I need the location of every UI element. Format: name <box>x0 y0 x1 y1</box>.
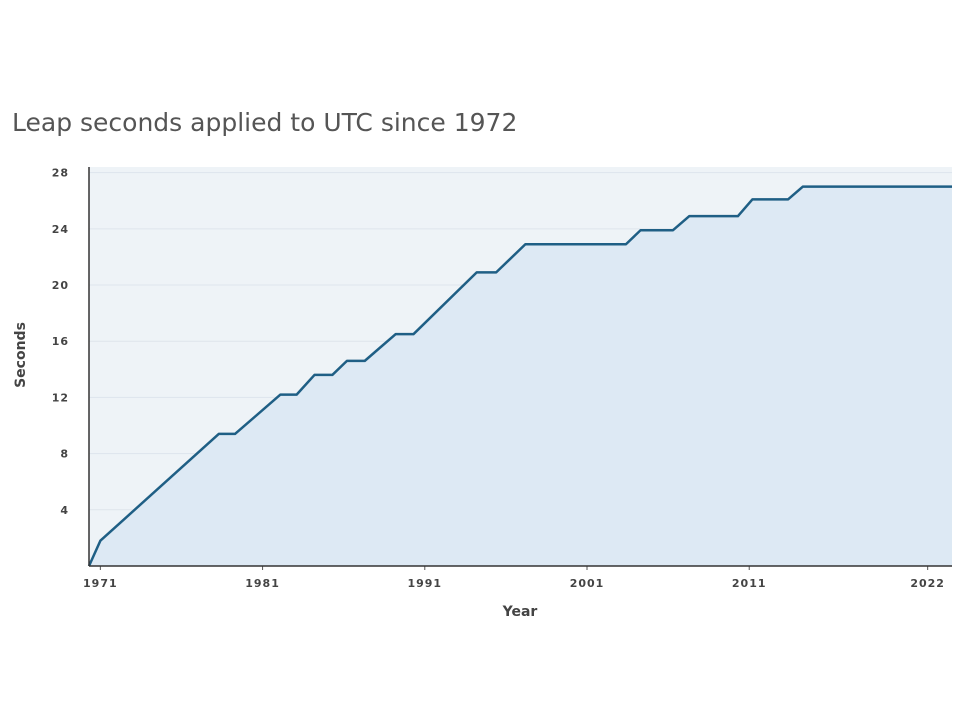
y-tick-label: 8 <box>60 448 69 461</box>
area-fill <box>89 186 952 567</box>
x-tick-label: 1971 <box>83 577 118 590</box>
x-tick-label: 2022 <box>910 577 945 590</box>
x-tick-label: 2001 <box>570 577 605 590</box>
x-tick-label: 1991 <box>407 577 442 590</box>
chart-title: Leap seconds applied to UTC since 1972 <box>12 108 517 137</box>
y-tick-label: 28 <box>52 167 69 180</box>
y-axis-title: Seconds <box>13 322 29 388</box>
line <box>87 185 952 567</box>
x-axis-title: Year <box>502 604 538 620</box>
y-tick-label: 20 <box>52 279 69 292</box>
x-tick-label: 2011 <box>732 577 767 590</box>
y-tick-label: 4 <box>60 504 69 517</box>
x-tick-label: 1981 <box>245 577 280 590</box>
y-tick-label: 24 <box>52 223 69 236</box>
y-tick-label: 16 <box>52 335 69 348</box>
y-tick-label: 12 <box>52 391 69 404</box>
